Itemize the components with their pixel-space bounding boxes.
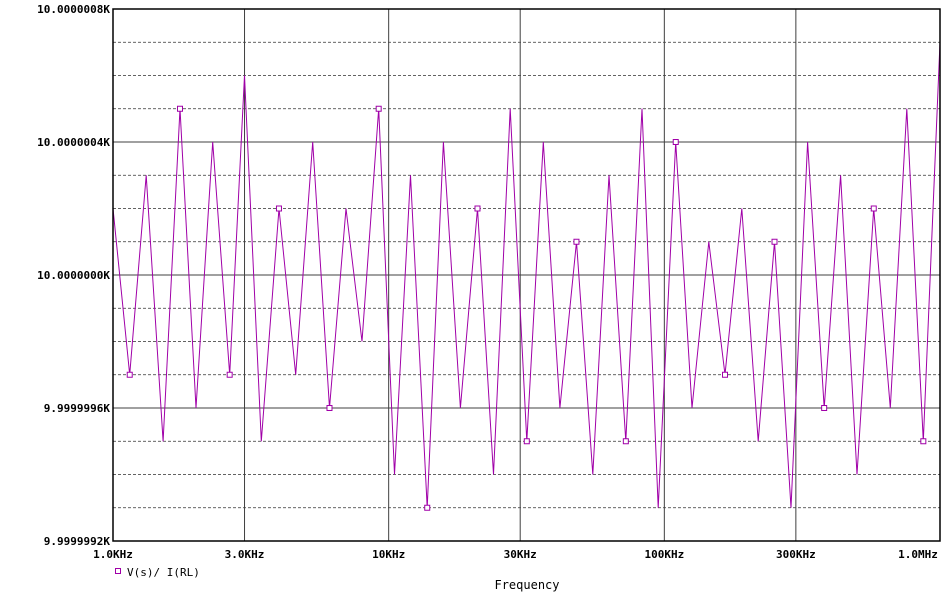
- x-axis-label: Frequency: [494, 578, 559, 592]
- data-point-marker: [176, 105, 183, 112]
- data-point-marker: [771, 238, 778, 245]
- x-tick-label: 100KHz: [644, 548, 684, 561]
- y-tick-labels: 9.9999992K 9.9999996K 10.0000000K 10.000000…: [37, 3, 110, 548]
- data-point-marker: [573, 238, 580, 245]
- y-tick-label: 10.0000000K: [37, 269, 110, 282]
- grid: [112, 8, 941, 542]
- data-point-marker: [672, 139, 679, 145]
- legend-label: V(s)/ I(RL): [127, 566, 200, 579]
- data-point-marker: [523, 438, 530, 445]
- data-point-marker: [870, 205, 877, 212]
- y-tick-label: 9.9999996K: [44, 402, 111, 415]
- data-point-marker: [275, 205, 282, 212]
- data-point-marker: [126, 371, 133, 378]
- data-point-marker: [722, 371, 729, 378]
- data-point-marker: [920, 438, 927, 445]
- x-tick-label: 1.0KHz: [93, 548, 133, 561]
- data-point-marker: [474, 205, 481, 212]
- legend-marker: [115, 568, 121, 574]
- series-group: [112, 42, 941, 511]
- x-tick-label: 3.0KHz: [225, 548, 265, 561]
- data-point-marker: [326, 405, 333, 411]
- x-tick-label: 10KHz: [372, 548, 405, 561]
- legend: V(s)/ I(RL): [115, 566, 200, 579]
- y-tick-label: 9.9999992K: [44, 535, 111, 548]
- x-tick-label: 1.0MHz: [898, 548, 938, 561]
- x-tick-label: 30KHz: [504, 548, 537, 561]
- data-point-marker: [622, 438, 629, 445]
- data-point-marker: [424, 504, 431, 511]
- data-point-marker: [375, 105, 382, 112]
- x-tick-label: 300KHz: [776, 548, 816, 561]
- x-tick-labels: 1.0KHz 3.0KHz 10KHz 30KHz 100KHz 300KHz 1.0MHz: [93, 548, 938, 561]
- plot-frame: [112, 8, 941, 542]
- y-tick-label: 10.0000004K: [37, 136, 110, 149]
- data-point-marker: [226, 371, 233, 378]
- data-point-marker: [821, 405, 828, 411]
- y-tick-label: 10.0000008K: [37, 3, 110, 16]
